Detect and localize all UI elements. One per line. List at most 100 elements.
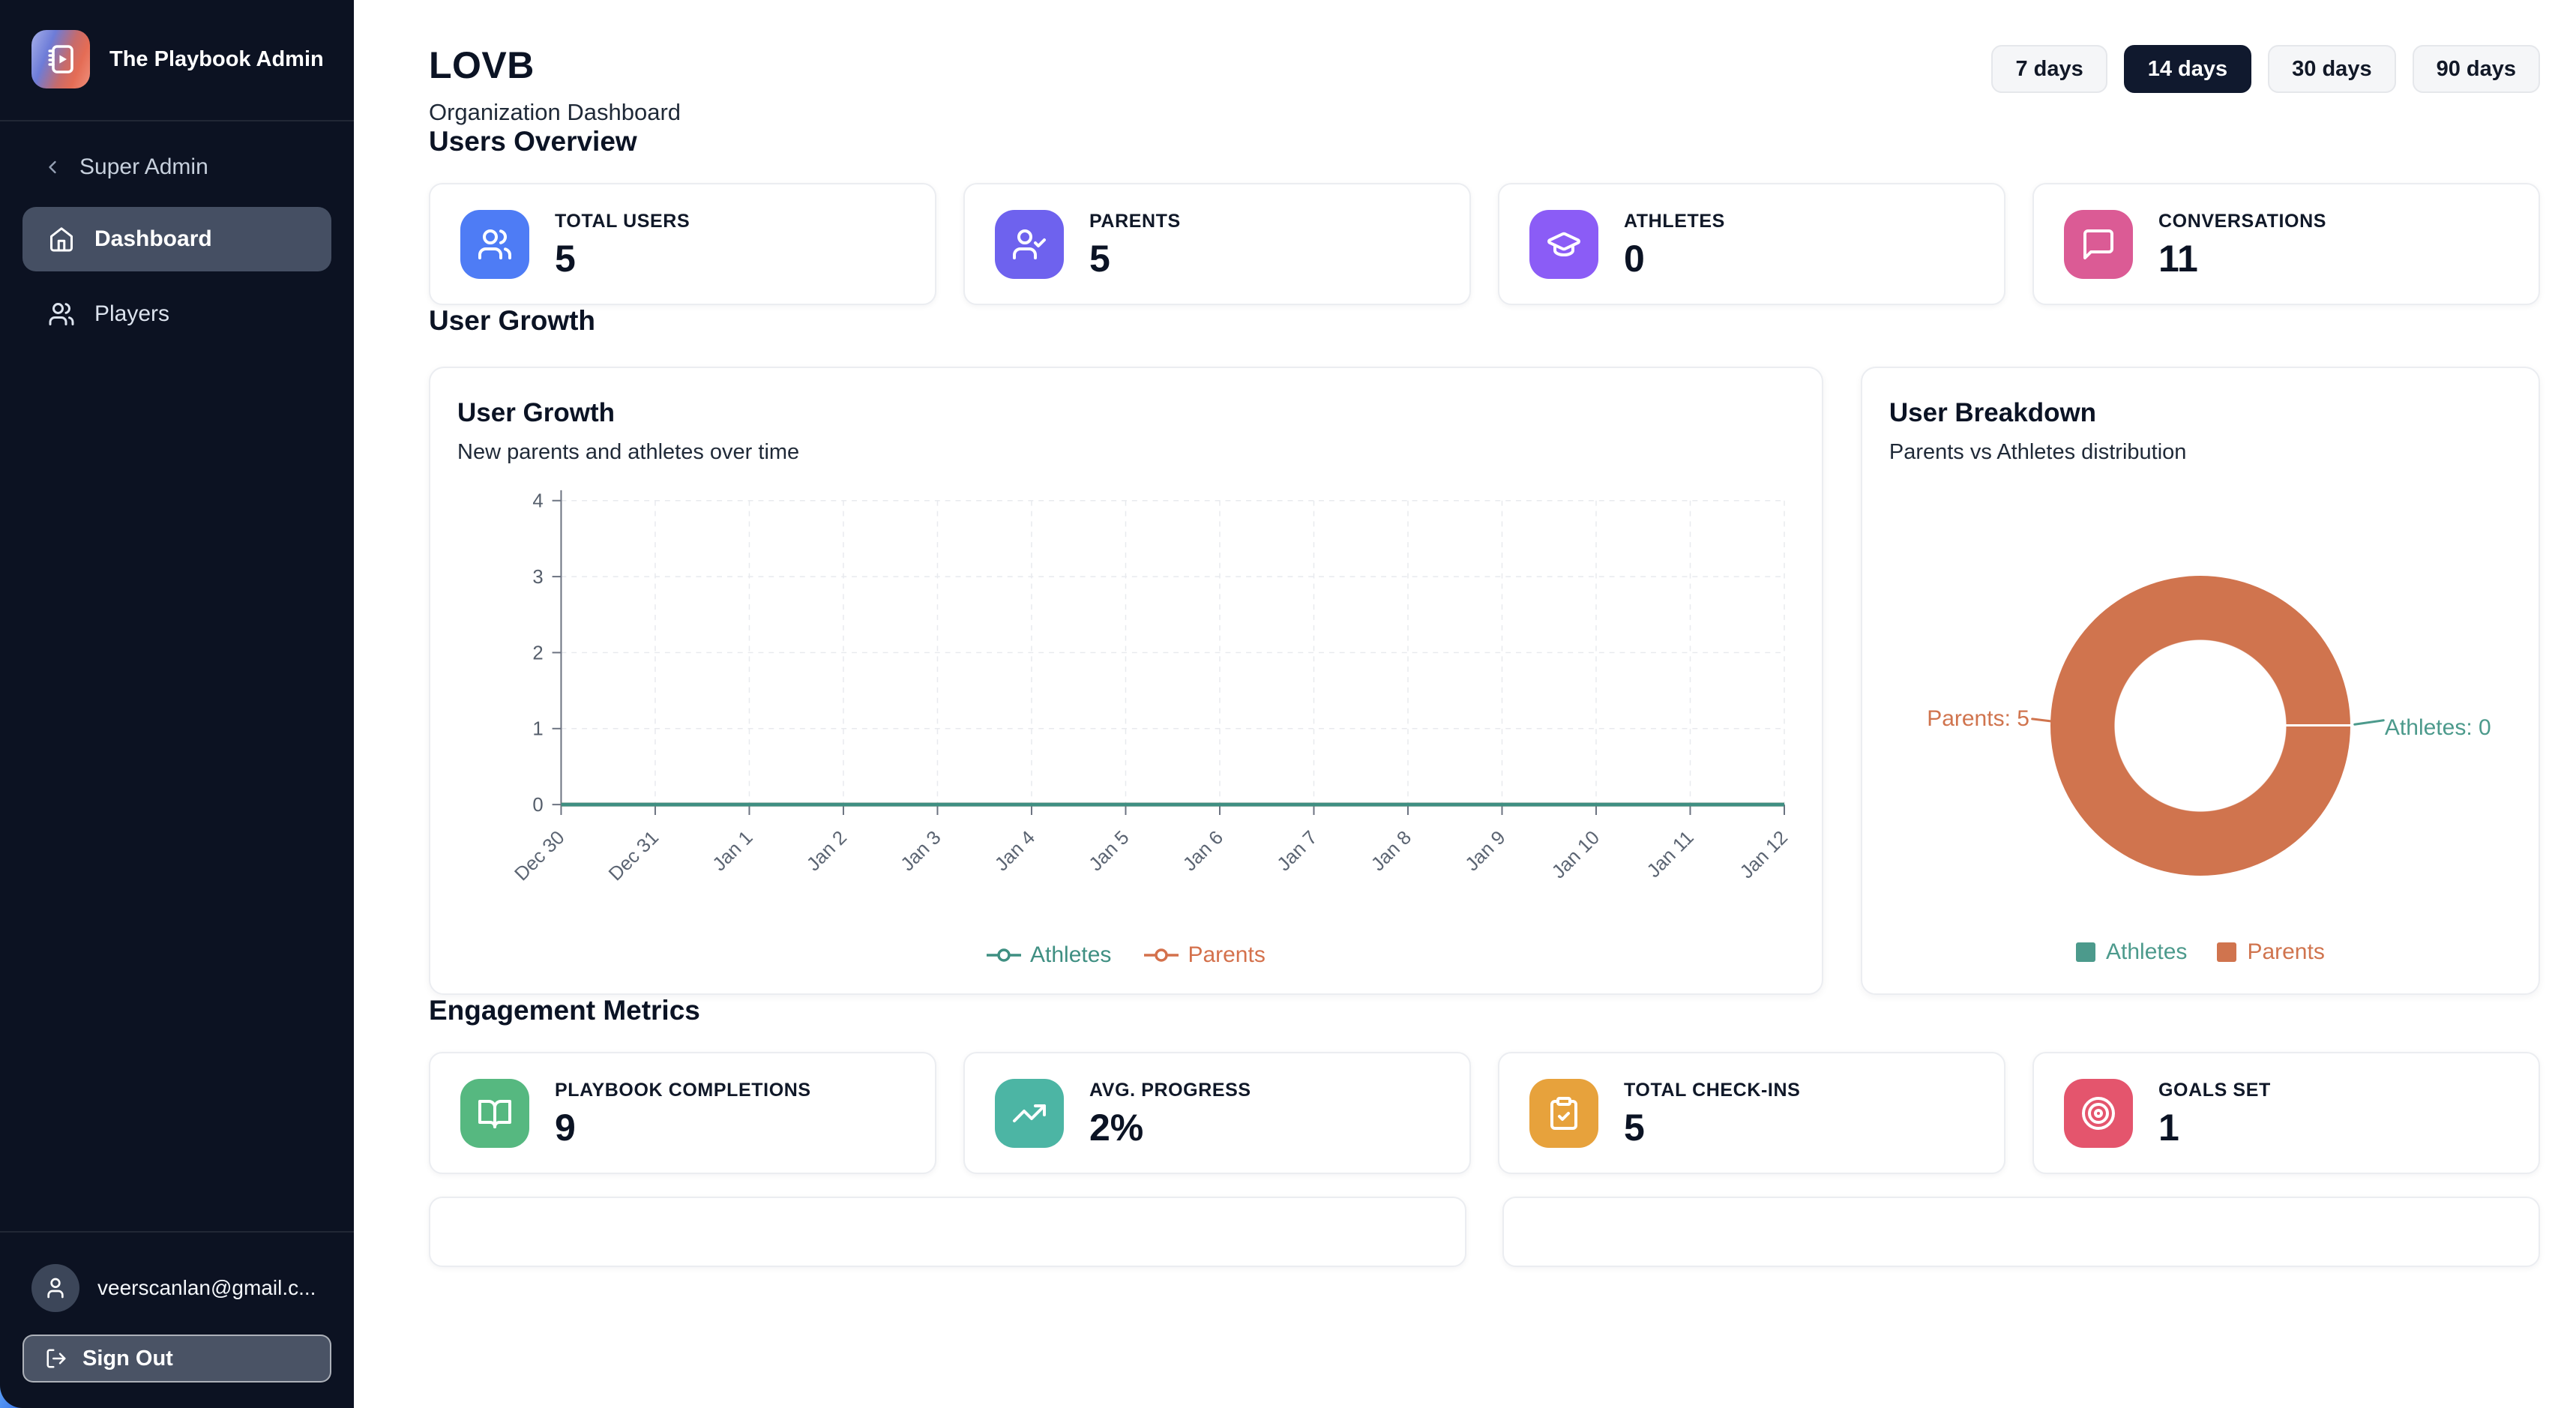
svg-text:Jan 6: Jan 6 [1179, 827, 1227, 875]
partial-card [429, 1197, 1466, 1267]
users-icon [477, 226, 513, 262]
playbook-logo-icon [43, 41, 79, 77]
donut-chart-area: Parents: 5 Athletes: 0 [1889, 465, 2512, 939]
range-button-7-days[interactable]: 7 days [1991, 45, 2107, 93]
users-icon [48, 301, 75, 328]
sign-out-button[interactable]: Sign Out [22, 1335, 331, 1383]
charts-row: User Growth New parents and athletes ove… [429, 367, 2540, 995]
stat-label: PLAYBOOK COMPLETIONS [555, 1080, 811, 1101]
range-button-90-days[interactable]: 90 days [2412, 45, 2540, 93]
svg-text:0: 0 [532, 795, 543, 816]
svg-text:Jan 9: Jan 9 [1461, 827, 1509, 875]
legend-item-athletes: Athletes [2076, 939, 2187, 965]
range-button-30-days[interactable]: 30 days [2268, 45, 2396, 93]
home-icon [48, 226, 75, 253]
svg-text:Jan 12: Jan 12 [1736, 827, 1792, 882]
legend-line-marker [987, 948, 1022, 962]
legend-item-athletes: Athletes [987, 942, 1111, 968]
stat-label: AVG. PROGRESS [1089, 1080, 1251, 1101]
stat-icon-tile [460, 209, 529, 279]
athletes-label-connector [2353, 719, 2385, 726]
user-row: veerscanlan@gmail.c... [22, 1254, 331, 1320]
stat-value: 5 [1624, 1107, 1645, 1149]
range-button-14-days[interactable]: 14 days [2123, 45, 2252, 93]
stat-card-playbook-completions: PLAYBOOK COMPLETIONS 9 [429, 1052, 936, 1174]
next-section-row [429, 1197, 2540, 1267]
page-header: LOVB Organization Dashboard 7 days 14 day… [429, 39, 2540, 126]
legend-swatch [2076, 942, 2096, 962]
svg-text:4: 4 [532, 491, 543, 512]
legend-item-parents: Parents [1144, 942, 1266, 968]
sidebar-nav: Dashboard Players [0, 184, 354, 369]
app-title: The Playbook Admin [109, 46, 324, 71]
section-user-growth: User Growth [429, 305, 596, 336]
trending-up-icon [1011, 1095, 1047, 1131]
stat-icon-tile [1529, 1078, 1598, 1148]
stat-card-goals-set: GOALS SET 1 [2032, 1052, 2540, 1174]
stat-icon-tile [2064, 209, 2133, 279]
legend-label: Athletes [1030, 942, 1112, 967]
stat-icon-tile [2064, 1078, 2133, 1148]
athletes-label-connector-inner [2269, 724, 2358, 727]
user-growth-line-chart: 0 1 2 3 4 Dec 30 Dec 31 Jan 1 Jan 2 Jan 3 Jan 4 Jan… [511, 490, 1792, 885]
legend-label: Athletes [2106, 939, 2188, 964]
svg-text:Dec 30: Dec 30 [511, 827, 568, 885]
clipboard-check-icon [1546, 1095, 1582, 1131]
legend-label: Parents [2247, 939, 2325, 964]
sidebar-item-dashboard[interactable]: Dashboard [22, 207, 331, 271]
stat-value: 1 [2158, 1107, 2179, 1149]
stat-value: 11 [2158, 238, 2198, 280]
stat-value: 5 [555, 238, 576, 280]
sidebar-item-label: Players [94, 301, 170, 326]
stat-icon-tile [995, 209, 1064, 279]
user-check-icon [1011, 226, 1047, 262]
svg-text:Jan 2: Jan 2 [803, 827, 851, 875]
legend-label: Parents [1188, 942, 1266, 967]
book-open-icon [477, 1095, 513, 1131]
avatar [31, 1264, 79, 1312]
target-icon [2080, 1095, 2116, 1131]
sidebar: The Playbook Admin Super Admin Dashboard… [0, 0, 354, 1408]
legend-swatch [2217, 942, 2237, 962]
breakdown-chart-title: User Breakdown [1889, 398, 2097, 427]
svg-text:2: 2 [532, 643, 543, 664]
stat-icon-tile [995, 1078, 1064, 1148]
back-to-super-admin[interactable]: Super Admin [42, 154, 331, 180]
page-subtitle: Organization Dashboard [429, 99, 681, 125]
sign-out-label: Sign Out [82, 1346, 173, 1371]
stat-label: TOTAL USERS [555, 211, 690, 232]
svg-text:Jan 1: Jan 1 [708, 827, 756, 875]
growth-chart-legend: Athletes Parents [457, 942, 1795, 971]
stat-card-total-check-ins: TOTAL CHECK-INS 5 [1498, 1052, 2005, 1174]
stat-label: GOALS SET [2158, 1080, 2271, 1101]
page-header-titles: LOVB Organization Dashboard [429, 39, 681, 126]
user-email: veerscanlan@gmail.c... [97, 1276, 316, 1299]
stat-value: 2% [1089, 1107, 1144, 1149]
stat-label: CONVERSATIONS [2158, 211, 2327, 232]
graduation-cap-icon [1546, 226, 1582, 262]
user-breakdown-chart-card: User Breakdown Parents vs Athletes distr… [1860, 367, 2540, 995]
svg-text:3: 3 [532, 567, 543, 588]
stat-card-conversations: CONVERSATIONS 11 [2032, 183, 2540, 305]
engagement-stats-grid: PLAYBOOK COMPLETIONS 9 AVG. PROGRESS 2% TOTA… [429, 1052, 2540, 1174]
sidebar-item-players[interactable]: Players [22, 282, 331, 346]
svg-text:Jan 3: Jan 3 [897, 827, 945, 875]
sidebar-footer: veerscanlan@gmail.c... Sign Out [0, 1231, 354, 1408]
svg-text:Jan 10: Jan 10 [1548, 827, 1604, 882]
user-growth-chart-card: User Growth New parents and athletes ove… [429, 367, 1823, 995]
sidebar-divider [0, 120, 354, 121]
breakdown-chart-legend: Athletes Parents [1889, 939, 2512, 971]
svg-text:Dec 31: Dec 31 [605, 827, 663, 885]
partial-card [1502, 1197, 2540, 1267]
log-out-icon [45, 1347, 67, 1370]
chevron-left-icon [42, 157, 63, 178]
svg-text:Jan 7: Jan 7 [1273, 827, 1321, 875]
stat-card-parents: PARENTS 5 [963, 183, 1471, 305]
stat-value: 5 [1089, 238, 1110, 280]
stat-label: PARENTS [1089, 211, 1181, 232]
donut-label-athletes: Athletes: 0 [2384, 715, 2491, 741]
legend-line-marker [1144, 948, 1179, 962]
user-icon [43, 1276, 67, 1300]
back-label: Super Admin [79, 154, 208, 179]
section-users-overview: Users Overview [429, 126, 637, 157]
